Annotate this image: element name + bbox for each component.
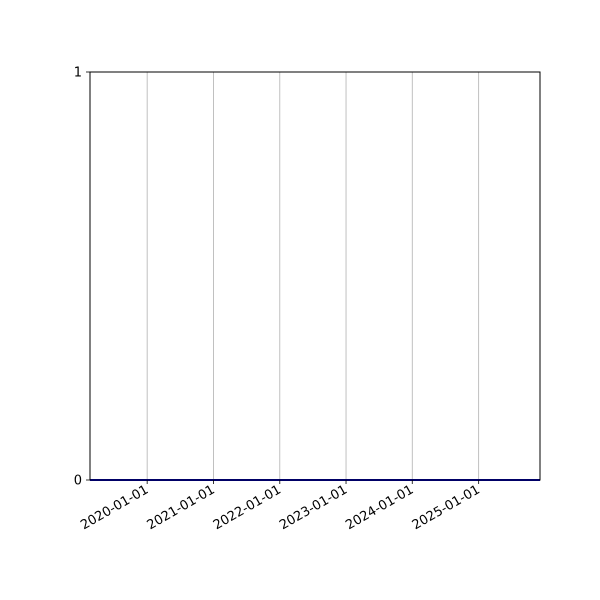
x-tick-label: 2025-01-01 [410,482,483,533]
x-tick-label: 2021-01-01 [145,482,218,533]
x-tick-label: 2020-01-01 [78,482,151,533]
y-tick-label: 1 [74,66,82,81]
plot-area-frame [89,71,541,481]
x-axis: 2020-01-012021-01-012022-01-012023-01-01… [78,480,483,533]
gridlines [146,72,480,480]
x-tick-label: 2023-01-01 [277,482,350,533]
x-tick-label: 2024-01-01 [343,482,416,533]
y-tick-label: 0 [74,474,82,489]
y-axis: 01 [74,66,90,489]
x-tick-label: 2022-01-01 [211,482,284,533]
